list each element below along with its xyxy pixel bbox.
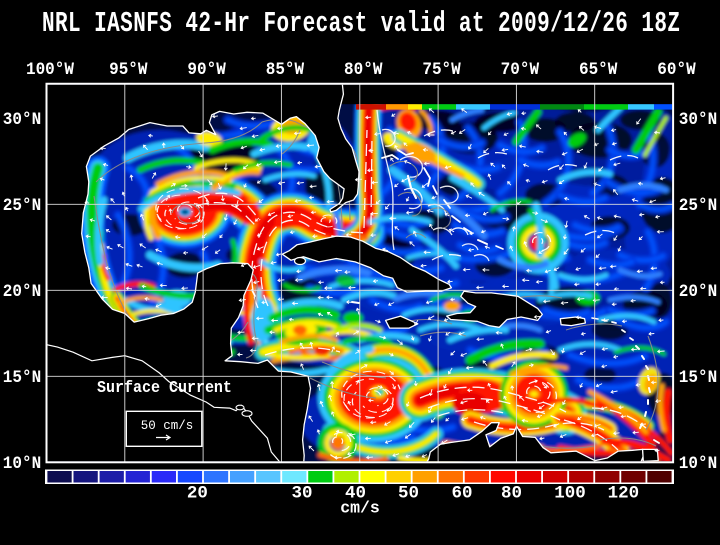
svg-text:70°W: 70°W: [501, 60, 540, 80]
svg-text:90°W: 90°W: [187, 60, 226, 80]
svg-text:80: 80: [501, 484, 522, 504]
svg-text:40: 40: [345, 484, 366, 504]
svg-text:15°N: 15°N: [3, 368, 41, 388]
svg-text:60: 60: [451, 484, 472, 504]
svg-text:50 cm/s: 50 cm/s: [141, 419, 194, 433]
svg-text:30°N: 30°N: [3, 110, 41, 130]
svg-text:15°N: 15°N: [679, 368, 717, 388]
svg-text:75°W: 75°W: [422, 60, 461, 80]
svg-text:25°N: 25°N: [679, 196, 717, 216]
svg-text:120: 120: [608, 484, 640, 504]
svg-text:100: 100: [554, 484, 586, 504]
svg-text:Surface Current: Surface Current: [97, 378, 232, 397]
svg-text:NRL IASNFS 42-Hr Forecast val: NRL IASNFS 42-Hr Forecast valid at 2009/…: [42, 7, 680, 40]
svg-text:95°W: 95°W: [109, 60, 148, 80]
svg-text:30: 30: [291, 484, 312, 504]
svg-text:20: 20: [187, 484, 208, 504]
svg-text:85°W: 85°W: [266, 60, 305, 80]
svg-text:25°N: 25°N: [3, 196, 41, 216]
svg-text:65°W: 65°W: [579, 60, 618, 80]
svg-text:10°N: 10°N: [3, 454, 41, 474]
svg-text:20°N: 20°N: [3, 282, 41, 302]
svg-text:30°N: 30°N: [679, 110, 717, 130]
svg-text:60°W: 60°W: [657, 60, 696, 80]
svg-text:10°N: 10°N: [679, 454, 717, 474]
svg-text:100°W: 100°W: [26, 60, 75, 80]
svg-text:cm/s: cm/s: [340, 499, 380, 518]
svg-text:50: 50: [398, 484, 419, 504]
svg-text:20°N: 20°N: [679, 282, 717, 302]
svg-text:80°W: 80°W: [344, 60, 383, 80]
